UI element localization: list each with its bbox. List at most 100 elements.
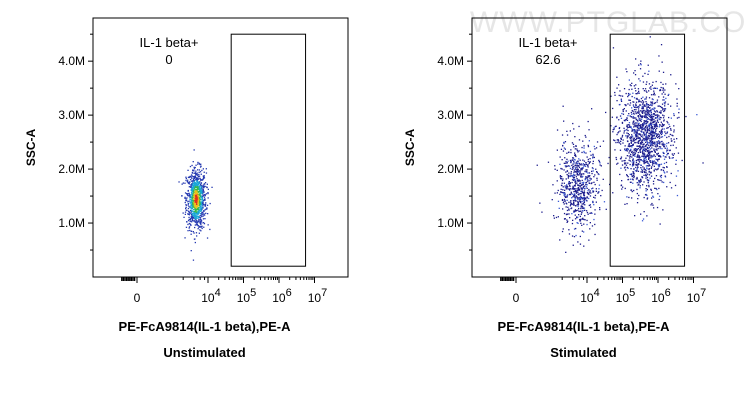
event-dot xyxy=(656,143,659,145)
event-dot xyxy=(570,192,572,194)
event-dot xyxy=(641,111,643,113)
event-dot xyxy=(575,162,577,164)
event-dot xyxy=(638,78,640,80)
event-dot xyxy=(196,197,198,199)
event-dot xyxy=(572,166,574,168)
event-dot xyxy=(194,172,197,175)
event-dot xyxy=(632,112,635,114)
event-dot xyxy=(204,194,206,196)
event-dot xyxy=(620,98,622,100)
event-dot xyxy=(581,203,583,205)
event-dot xyxy=(625,104,627,107)
event-dot xyxy=(675,163,677,165)
event-dot xyxy=(188,222,190,225)
event-dot xyxy=(632,173,634,175)
event-dot xyxy=(565,166,567,168)
event-dot xyxy=(675,159,677,161)
event-dot xyxy=(646,179,648,181)
event-dot xyxy=(648,135,651,137)
event-dot xyxy=(187,204,189,206)
event-dot xyxy=(657,179,659,181)
event-dot xyxy=(564,157,566,159)
event-dot xyxy=(195,178,197,180)
event-dot xyxy=(567,188,569,190)
event-dot xyxy=(634,130,637,132)
event-dot xyxy=(642,128,644,130)
event-dot xyxy=(630,173,632,176)
event-dot xyxy=(657,160,659,162)
event-dot xyxy=(567,177,569,179)
event-dot xyxy=(638,145,640,147)
event-dot xyxy=(622,110,624,113)
event-dot xyxy=(662,96,665,98)
event-dot xyxy=(573,174,575,176)
event-dot xyxy=(636,129,638,131)
event-dot xyxy=(193,176,196,179)
event-dot xyxy=(643,149,645,152)
event-dot xyxy=(660,81,662,84)
event-dot xyxy=(582,159,584,161)
event-dot xyxy=(193,238,196,240)
event-dot xyxy=(202,218,205,220)
event-dot xyxy=(626,155,628,157)
event-dot xyxy=(648,130,651,132)
event-dot xyxy=(657,158,659,160)
event-dot xyxy=(580,193,582,195)
event-dot xyxy=(566,170,569,172)
event-dot xyxy=(202,201,204,203)
event-dot xyxy=(627,129,629,132)
event-dot xyxy=(658,137,661,139)
event-dot xyxy=(629,115,631,117)
event-dot xyxy=(611,116,613,118)
event-dot xyxy=(639,100,641,102)
event-dot xyxy=(650,154,652,157)
event-dot xyxy=(633,148,635,150)
event-dot xyxy=(187,213,189,215)
event-dot xyxy=(195,193,198,195)
event-dot xyxy=(587,166,589,168)
event-dot xyxy=(661,107,663,109)
event-dot xyxy=(621,160,623,162)
event-dot xyxy=(633,120,635,122)
event-dot xyxy=(586,178,589,181)
event-dot xyxy=(652,163,654,165)
event-dot xyxy=(659,195,661,197)
event-dot xyxy=(631,146,633,148)
event-dot xyxy=(589,161,591,163)
event-dot xyxy=(565,251,567,253)
event-dot xyxy=(650,111,652,114)
event-dot xyxy=(640,140,643,142)
event-dot xyxy=(650,125,653,127)
event-dot xyxy=(195,219,197,221)
event-dot xyxy=(628,124,631,126)
event-dot xyxy=(648,115,650,117)
event-dot xyxy=(630,126,632,129)
event-dot xyxy=(581,197,583,199)
event-dot xyxy=(635,122,637,124)
event-dot xyxy=(191,199,193,201)
event-dot xyxy=(624,104,626,106)
event-dot xyxy=(199,207,201,209)
event-dot xyxy=(569,167,572,170)
event-dot xyxy=(602,178,604,180)
y-axis-ticks: 1.0M2.0M3.0M4.0M xyxy=(58,33,93,251)
event-dot xyxy=(642,166,644,168)
event-dot xyxy=(583,223,585,225)
event-dot xyxy=(204,195,206,197)
event-dot xyxy=(663,143,666,145)
event-dot xyxy=(658,158,660,160)
event-dot xyxy=(656,99,659,101)
event-dot xyxy=(577,171,579,173)
event-dot xyxy=(583,207,586,209)
event-dot xyxy=(584,185,586,187)
event-dot xyxy=(564,193,566,195)
event-dot xyxy=(184,196,186,198)
event-dot xyxy=(658,155,660,157)
event-dot xyxy=(630,111,632,114)
event-dot xyxy=(652,108,654,110)
event-dot xyxy=(566,213,569,215)
event-dot xyxy=(586,210,588,212)
event-dot xyxy=(660,163,663,165)
event-dot xyxy=(649,113,651,115)
event-dot xyxy=(658,135,660,138)
